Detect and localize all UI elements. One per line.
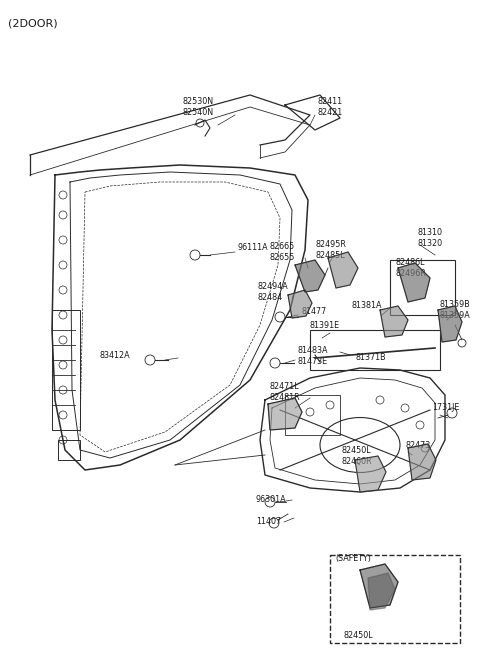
- Text: 81381A: 81381A: [352, 301, 383, 310]
- Text: 81359B
81359A: 81359B 81359A: [440, 300, 471, 320]
- Text: 81477: 81477: [302, 307, 327, 316]
- Text: 81310
81320: 81310 81320: [418, 228, 443, 248]
- Polygon shape: [398, 263, 430, 302]
- Text: 81371B: 81371B: [355, 354, 385, 362]
- Bar: [310, 330, 440, 370]
- Polygon shape: [268, 398, 302, 430]
- Polygon shape: [380, 306, 408, 337]
- Polygon shape: [328, 252, 358, 288]
- Text: 96301A: 96301A: [255, 495, 286, 504]
- Text: 82473: 82473: [405, 441, 430, 449]
- Text: 82450L: 82450L: [343, 631, 373, 639]
- Text: 81391E: 81391E: [310, 322, 340, 331]
- Text: 82530N
82540N: 82530N 82540N: [182, 97, 214, 117]
- Polygon shape: [438, 306, 462, 342]
- Text: 82665
82655: 82665 82655: [270, 242, 295, 262]
- Text: 82450L
82460R: 82450L 82460R: [342, 446, 372, 466]
- Bar: [330, 555, 460, 643]
- Text: 11407: 11407: [256, 517, 281, 527]
- Bar: [285, 395, 340, 435]
- Text: 96111A: 96111A: [238, 244, 269, 252]
- Polygon shape: [368, 573, 395, 610]
- Polygon shape: [355, 456, 386, 492]
- Polygon shape: [408, 444, 436, 480]
- Text: 82411
82421: 82411 82421: [318, 97, 343, 117]
- Polygon shape: [295, 260, 325, 292]
- Text: 81483A
81473E: 81483A 81473E: [298, 346, 328, 366]
- Text: 82486L
82496R: 82486L 82496R: [395, 258, 426, 278]
- Bar: [58, 440, 80, 460]
- Text: 82495R
82485L: 82495R 82485L: [315, 240, 346, 260]
- Bar: [52, 310, 80, 430]
- Polygon shape: [288, 290, 312, 318]
- Text: 82471L
82481R: 82471L 82481R: [270, 382, 300, 402]
- Polygon shape: [360, 564, 398, 608]
- Bar: [390, 260, 455, 315]
- Text: 1731JE: 1731JE: [432, 403, 459, 413]
- Text: (SAFETY): (SAFETY): [335, 553, 371, 563]
- Text: 82494A
82484: 82494A 82484: [257, 282, 288, 302]
- Text: 83412A: 83412A: [100, 350, 131, 360]
- Text: (2DOOR): (2DOOR): [8, 18, 58, 28]
